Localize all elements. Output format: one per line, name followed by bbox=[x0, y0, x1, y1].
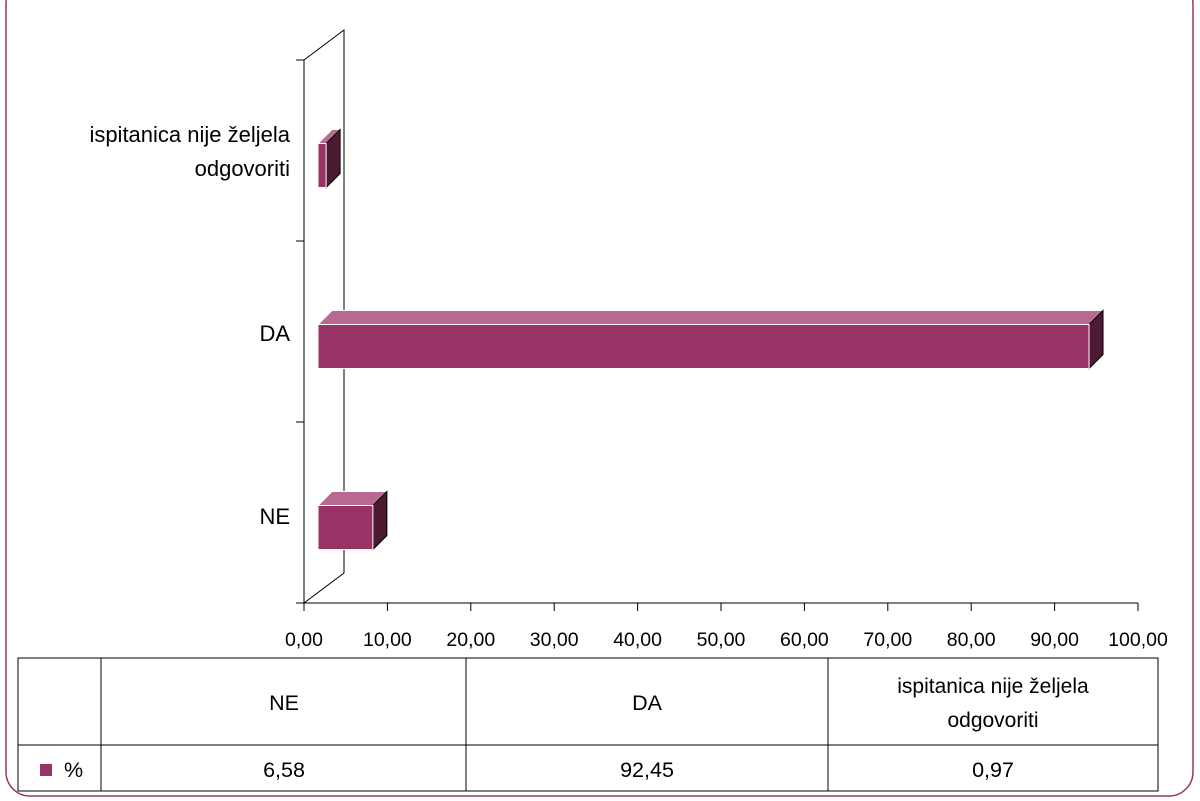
legend-series-label: % bbox=[64, 758, 83, 782]
x-tick-label: 40,00 bbox=[613, 629, 662, 651]
bar-top bbox=[316, 310, 1105, 325]
data-table-value-da: 92,45 bbox=[620, 758, 674, 782]
x-tick-label: 70,00 bbox=[863, 629, 912, 651]
data-table-border bbox=[17, 657, 1159, 792]
data-table-header-nije-line2: odgovoriti bbox=[947, 709, 1038, 732]
category-label-nije-line2: odgovoriti bbox=[195, 156, 290, 181]
category-labels: ispitanica nije željela odgovoriti DA NE bbox=[89, 122, 290, 529]
x-tick-label: 0,00 bbox=[285, 629, 323, 651]
x-axis: 0,00 10,00 20,00 30,00 40,00 50,00 60,00 70,00 8… bbox=[285, 602, 1168, 651]
x-tick-label: 100,00 bbox=[1108, 629, 1168, 651]
data-table-header-da: DA bbox=[632, 691, 663, 715]
x-tick-label: 30,00 bbox=[530, 629, 579, 651]
x-tick-label: 60,00 bbox=[780, 629, 829, 651]
data-table-header-nije-line1: ispitanica nije željela bbox=[897, 675, 1089, 698]
data-table-value-nije: 0,97 bbox=[972, 758, 1014, 782]
bar bbox=[317, 324, 1090, 369]
category-label-da: DA bbox=[259, 321, 290, 346]
x-tick-label: 50,00 bbox=[697, 629, 746, 651]
y-axis bbox=[296, 59, 305, 604]
x-tick-label: 20,00 bbox=[446, 629, 495, 651]
category-label-ne: NE bbox=[259, 504, 290, 529]
legend-swatch bbox=[40, 764, 52, 776]
bars bbox=[316, 128, 1105, 551]
bar bbox=[317, 505, 374, 550]
category-label-nije-line1: ispitanica nije željela bbox=[89, 122, 290, 147]
data-table-value-ne: 6,58 bbox=[263, 758, 305, 782]
chart-frame bbox=[5, 0, 1194, 797]
x-tick-label: 10,00 bbox=[363, 629, 412, 651]
bar bbox=[317, 143, 327, 188]
data-table: NE DA ispitanica nije željela odgovoriti… bbox=[17, 657, 1159, 792]
data-table-header-ne: NE bbox=[269, 691, 299, 715]
x-tick-label: 90,00 bbox=[1030, 629, 1079, 651]
x-tick-label: 80,00 bbox=[947, 629, 996, 651]
